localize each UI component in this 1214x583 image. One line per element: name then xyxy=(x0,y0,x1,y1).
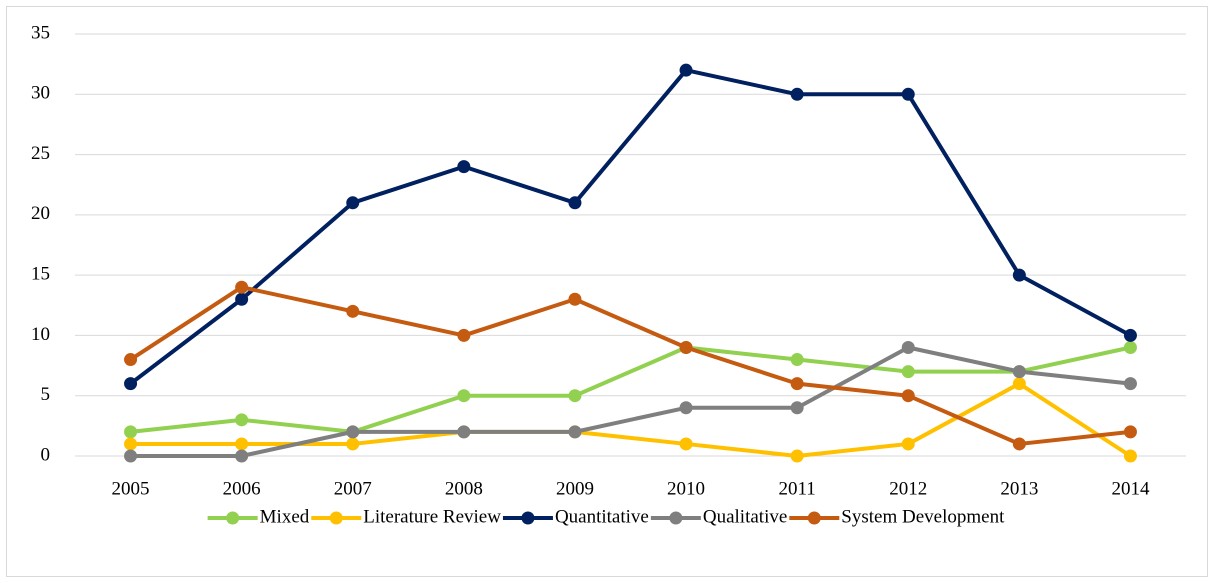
legend-marker xyxy=(669,511,683,525)
point xyxy=(235,280,249,294)
point xyxy=(457,328,471,342)
point xyxy=(1123,449,1137,463)
point xyxy=(235,413,249,427)
point xyxy=(235,292,249,306)
point xyxy=(346,425,360,439)
point xyxy=(679,401,693,415)
y-tick-label: 10 xyxy=(31,324,50,345)
y-tick-label: 30 xyxy=(31,83,50,104)
point xyxy=(235,449,249,463)
point xyxy=(790,353,804,367)
point xyxy=(457,425,471,439)
point xyxy=(124,377,138,391)
x-tick-label: 2008 xyxy=(445,478,483,499)
point xyxy=(901,87,915,101)
point xyxy=(790,87,804,101)
x-tick-label: 2014 xyxy=(1111,478,1150,499)
point xyxy=(124,437,138,451)
legend-marker xyxy=(329,511,343,525)
point xyxy=(346,196,360,210)
point xyxy=(901,389,915,403)
legend-label: Mixed xyxy=(260,506,310,527)
point xyxy=(790,449,804,463)
x-tick-label: 2007 xyxy=(334,478,372,499)
y-tick-label: 0 xyxy=(41,444,51,465)
legend-label: Quantitative xyxy=(555,506,649,527)
y-tick-label: 20 xyxy=(31,203,50,224)
point xyxy=(1012,268,1026,282)
chart-frame xyxy=(6,6,1208,577)
legend-marker xyxy=(521,511,535,525)
point xyxy=(124,353,138,367)
point xyxy=(790,377,804,391)
point xyxy=(901,365,915,379)
point xyxy=(901,340,915,354)
point xyxy=(679,340,693,354)
point xyxy=(124,449,138,463)
x-tick-label: 2005 xyxy=(112,478,150,499)
series-line xyxy=(130,345,1131,434)
point xyxy=(235,437,249,451)
point xyxy=(1012,365,1026,379)
x-tick-label: 2012 xyxy=(889,478,927,499)
point xyxy=(901,437,915,451)
point xyxy=(457,160,471,174)
x-tick-label: 2013 xyxy=(1000,478,1038,499)
legend-label: System Development xyxy=(841,506,1005,527)
legend-label: Qualitative xyxy=(703,506,787,527)
legend-marker xyxy=(807,511,821,525)
point xyxy=(1123,425,1137,439)
point xyxy=(790,401,804,415)
point xyxy=(457,389,471,403)
y-tick-label: 5 xyxy=(41,384,51,405)
point xyxy=(1123,328,1137,342)
y-tick-label: 25 xyxy=(31,143,50,164)
point xyxy=(1123,377,1137,391)
x-tick-label: 2011 xyxy=(779,478,816,499)
x-tick-label: 2010 xyxy=(667,478,705,499)
x-tick-label: 2009 xyxy=(556,478,594,499)
series-line xyxy=(129,285,1131,446)
series-line xyxy=(130,345,1131,458)
point xyxy=(1012,377,1026,391)
point xyxy=(124,425,138,439)
point xyxy=(568,425,582,439)
point xyxy=(346,304,360,318)
point xyxy=(679,63,693,77)
point xyxy=(346,437,360,451)
point xyxy=(1012,437,1026,451)
point xyxy=(568,389,582,403)
point xyxy=(1123,340,1137,354)
x-tick-label: 2006 xyxy=(223,478,261,499)
legend-marker xyxy=(226,511,240,525)
legend-label: Literature Review xyxy=(363,506,501,527)
point xyxy=(568,292,582,306)
y-tick-label: 35 xyxy=(31,22,50,43)
y-tick-label: 15 xyxy=(31,264,50,285)
series-line xyxy=(129,68,1132,386)
legend: Mixed Literature Review Quantitative Qualit… xyxy=(207,506,1005,527)
point xyxy=(568,196,582,210)
point xyxy=(679,437,693,451)
